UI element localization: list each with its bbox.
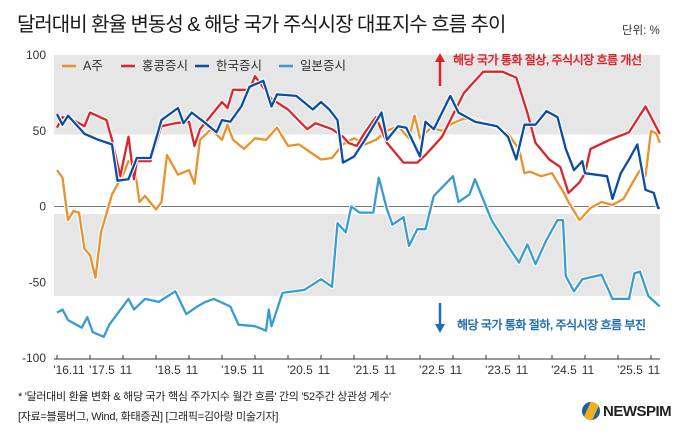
annotation-down-text: 해당 국가 통화 절하, 주식시장 흐름 부진 [457,317,646,332]
x-tick-label: 11 [384,363,397,377]
legend-label: 홍콩증시 [142,59,188,73]
y-tick-label: 50 [33,124,47,138]
source-credit: [자료=블룸버그, Wind, 화태증권] [그래픽=김아랑 미술기자] [18,411,279,423]
up-arrow-head-icon [435,53,445,62]
series-lines [55,69,662,340]
y-tick-label: -100 [22,351,46,365]
newspim-logo: NEWSPIM [582,402,672,420]
series-line-3 [55,79,660,210]
x-tick-label: 11 [120,363,133,377]
legend: A주 홍콩증시 한국증시 일본증시 [62,59,346,73]
axes: 100 50 0 -50 -100 '16.11 '17.5 11 '18.5 11 '19.5 11… [22,48,661,377]
legend-label: 한국증시 [216,59,262,73]
shaded-bands [54,55,660,296]
annotation-down: 해당 국가 통화 절하, 주식시장 흐름 부진 [435,303,646,333]
series-line-4 [56,175,661,338]
annotation-up: 해당 국가 통화 절상, 주식시장 흐름 개선 [435,52,642,86]
footnote: * '달러대비 환율 변화 & 해당 국가 핵심 주가지수 월간 흐름' 간의 … [18,391,391,403]
x-tick-label: 11 [318,363,331,377]
annotation-up-text: 해당 국가 통화 절상, 주식시장 흐름 개선 [453,52,642,67]
x-tick-label: 11 [186,363,199,377]
x-tick-label: '24.5 [551,363,577,377]
x-tick-label: 11 [582,363,595,377]
unit-label: 단위: % [622,25,660,37]
x-tick-label: '25.5 [617,363,643,377]
y-tick-label: 100 [26,48,46,62]
x-tick-label: 11 [252,363,265,377]
x-tick-label: '19.5 [221,363,247,377]
newspim-logo-icon [582,402,600,420]
x-tick-label: '22.5 [419,363,445,377]
x-tick-label: '16.11 [53,363,85,377]
x-tick-label: 11 [648,363,661,377]
down-arrow-head-icon [435,324,445,333]
shaded-band [54,214,660,296]
legend-label: A주 [83,59,103,73]
logo-text: NEWSPIM [603,402,672,420]
x-tick-label: '23.5 [485,363,511,377]
x-tick-label: '17.5 [89,363,115,377]
chart-title: 달러대비 환율 변동성 & 해당 국가 주식시장 대표지수 흐름 추이 [17,14,506,36]
legend-label: 일본증시 [300,59,346,73]
y-tick-label: 0 [39,200,46,214]
x-tick-label: 11 [516,363,529,377]
y-tick-label: -50 [29,275,47,289]
x-tick-label: '21.5 [353,363,379,377]
x-tick-label: '20.5 [287,363,313,377]
x-tick-label: '18.5 [155,363,181,377]
x-tick-label: 11 [450,363,463,377]
